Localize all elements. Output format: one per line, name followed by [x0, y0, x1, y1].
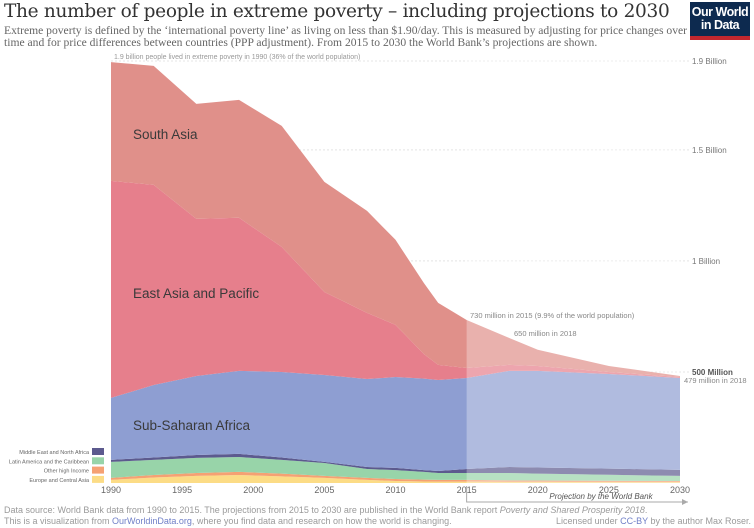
x-tick-label: 2000 [243, 485, 263, 495]
chart-subtitle: Extreme poverty is defined by the ‘inter… [4, 24, 687, 49]
owid-logo[interactable]: Our World in Data [690, 2, 750, 40]
x-tick-label: 1995 [172, 485, 192, 495]
footer-license: Licensed under CC-BY by the author Max R… [556, 516, 751, 526]
projection-label: Projection by the World Bank [549, 492, 653, 501]
x-tick-label: 2025 [599, 485, 619, 495]
chart-title: The number of people in extreme poverty … [4, 1, 670, 22]
logo-line-2: in Data [700, 18, 740, 32]
area-latin-america-and-the-caribbean[interactable] [111, 457, 680, 482]
license-text-end: by the author Max Roser. [647, 516, 751, 526]
footer-source: Data source: World Bank data from 1990 t… [4, 505, 647, 515]
legend-item[interactable]: Other high Income [44, 466, 104, 475]
area-label: East Asia and Pacific [133, 286, 259, 301]
annotation-2015: 730 million in 2015 (9.9% of the world p… [470, 311, 635, 320]
license-text: Licensed under [556, 516, 621, 526]
logo-line-1: Our World [691, 5, 749, 19]
legend-label: Europe and Central Asia [29, 478, 90, 484]
legend-label: Middle East and North Africa [19, 450, 90, 456]
area-middle-east-and-north-africa[interactable] [111, 453, 680, 476]
footer-visualization: This is a visualization from OurWorldinD… [4, 516, 452, 526]
area-sub-saharan-africa[interactable] [111, 370, 680, 472]
legend-swatch [92, 457, 104, 465]
legend-swatch [92, 466, 104, 474]
x-tick-label: 1990 [101, 485, 121, 495]
annotation-2018: 650 million in 2018 [514, 329, 577, 338]
legend-item[interactable]: Middle East and North Africa [19, 448, 104, 456]
area-south-asia[interactable] [111, 62, 680, 378]
report-title: Poverty and Shared Prosperity 2018 [499, 505, 645, 515]
legend-label: Latin America and the Caribbean [9, 459, 89, 465]
owid-link[interactable]: OurWorldinData.org [112, 516, 192, 526]
annotation-2030: 479 million in 2018 [684, 376, 747, 385]
source-end: . [644, 505, 648, 515]
viz-text-end: , where you find data and research on ho… [191, 516, 452, 526]
x-tick-label: 2020 [528, 485, 548, 495]
x-tick-label: 2005 [314, 485, 334, 495]
x-tick-label: 2010 [385, 485, 405, 495]
legend-item[interactable]: Europe and Central Asia [29, 475, 104, 484]
legend-swatch [92, 475, 104, 483]
cc-by-link[interactable]: CC-BY [620, 516, 648, 526]
source-text: Data source: World Bank data from 1990 t… [4, 505, 500, 515]
area-europe-and-central-asia[interactable] [111, 475, 680, 483]
area-east-asia-and-pacific[interactable] [111, 180, 680, 398]
y-tick-label: 1.5 Billion [692, 146, 727, 155]
arrowhead-icon [682, 499, 688, 505]
legend-swatch [92, 448, 104, 455]
area-label: South Asia [133, 127, 198, 142]
y-tick-label: 500 Million [692, 368, 733, 377]
area-other-high-income[interactable] [111, 471, 680, 483]
y-tick-label: 1 Billion [692, 257, 720, 266]
viz-text: This is a visualization from [4, 516, 113, 526]
y-tick-label: 1.9 Billion [692, 57, 727, 66]
logo-bar [690, 36, 750, 40]
projection-arrow [466, 486, 688, 503]
area-label: Sub-Saharan Africa [133, 418, 251, 433]
legend-label: Other high Income [44, 469, 89, 475]
legend-item[interactable]: Latin America and the Caribbean [9, 457, 104, 465]
x-tick-label: 2030 [670, 485, 690, 495]
projection-overlay [466, 56, 680, 483]
annotation-1990: 1.9 billion people lived in extreme pove… [114, 54, 360, 61]
